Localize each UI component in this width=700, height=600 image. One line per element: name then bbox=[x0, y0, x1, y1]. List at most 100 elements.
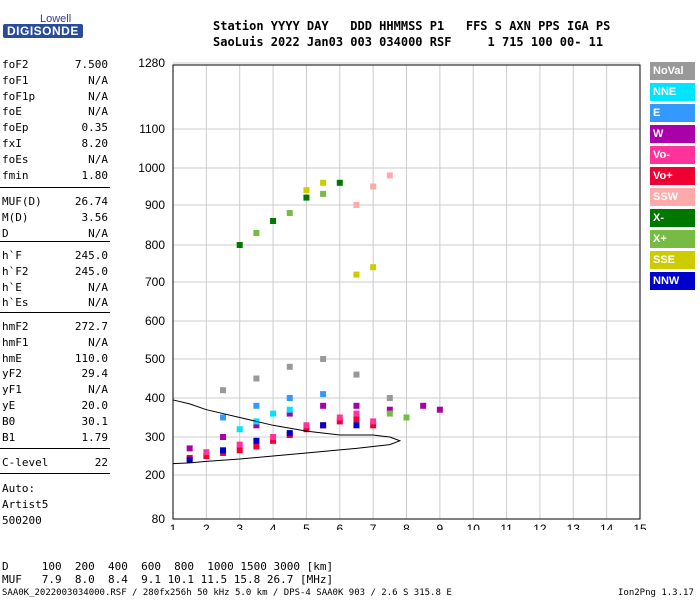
logo-digisonde: DIGISONDE bbox=[3, 24, 83, 38]
param-value: 7.500 bbox=[74, 58, 108, 71]
param-value: N/A bbox=[88, 280, 108, 294]
logo-lowell: Lowell bbox=[40, 13, 72, 25]
data-point bbox=[270, 434, 277, 440]
legend-item-nne: NNE bbox=[650, 83, 695, 101]
data-point bbox=[320, 190, 327, 197]
data-point bbox=[270, 218, 277, 224]
data-point bbox=[286, 430, 293, 437]
x-tick-label: 8 bbox=[403, 522, 410, 530]
param-row-fof1: foF1 N/A bbox=[2, 74, 108, 89]
y-tick-label: 500 bbox=[145, 352, 165, 366]
param-value: 1.80 bbox=[81, 168, 109, 182]
x-tick-label: 9 bbox=[437, 522, 444, 530]
x-tick-label: 6 bbox=[336, 522, 343, 530]
y-tick-label: 800 bbox=[145, 238, 165, 252]
data-point bbox=[386, 410, 393, 417]
param-row-d: D N/A bbox=[2, 227, 108, 242]
header-line-2: SaoLuis 2022 Jan03 003 034000 RSF 1 715 … bbox=[213, 35, 604, 49]
param-value: 272.7 bbox=[74, 320, 108, 333]
data-point bbox=[353, 410, 360, 417]
data-point bbox=[220, 387, 227, 394]
data-point bbox=[436, 406, 443, 413]
data-point bbox=[320, 356, 327, 362]
param-name: h`Es bbox=[2, 296, 29, 310]
param-name: fxI bbox=[2, 137, 22, 150]
param-name: hmF2 bbox=[2, 320, 29, 333]
data-point bbox=[353, 202, 360, 208]
param-row-hes: h`Es N/A bbox=[2, 296, 108, 311]
footer-info: SAA0K_2022003034000.RSF / 280fx256h 50 k… bbox=[2, 588, 452, 598]
param-value: N/A bbox=[88, 296, 108, 310]
param-value: 0.35 bbox=[81, 121, 109, 135]
x-tick-label: 10 bbox=[467, 522, 481, 530]
param-row-b0: B0 30.1 bbox=[2, 415, 108, 430]
param-row-hf2: h`F2 245.0 bbox=[2, 265, 108, 280]
y-tick-label: 1280 bbox=[138, 56, 165, 70]
param-separator bbox=[0, 241, 110, 242]
param-value: 245.0 bbox=[74, 264, 108, 278]
legend-item-noval: NoVal bbox=[650, 62, 695, 80]
ionogram-chart: 1 2 3 4 5 6 7 8 9 10 11 12 13 14 158020030040050060070… bbox=[138, 56, 647, 530]
param-separator bbox=[0, 448, 110, 449]
legend-item-x: X- bbox=[650, 209, 695, 227]
x-tick-label: 13 bbox=[567, 522, 581, 530]
data-point bbox=[320, 422, 327, 429]
data-point bbox=[370, 422, 377, 429]
data-point bbox=[270, 410, 277, 417]
data-point bbox=[203, 453, 210, 459]
param-name: B0 bbox=[2, 414, 16, 428]
x-tick-label: 15 bbox=[633, 522, 647, 530]
autoscale-label: Auto: bbox=[2, 482, 36, 495]
data-point bbox=[253, 402, 260, 409]
param-row-foep: foEp 0.35 bbox=[2, 121, 108, 136]
legend-item-ssw: SSW bbox=[650, 188, 695, 206]
param-separator bbox=[0, 312, 110, 313]
param-value: 110.0 bbox=[74, 351, 108, 365]
y-tick-label: 200 bbox=[145, 468, 165, 482]
x-tick-label: 14 bbox=[600, 522, 614, 530]
param-separator bbox=[0, 473, 110, 474]
x-tick-label: 7 bbox=[370, 522, 377, 530]
data-point bbox=[386, 172, 393, 179]
y-tick-label: 300 bbox=[145, 430, 165, 444]
data-point bbox=[186, 456, 193, 463]
data-point bbox=[353, 422, 360, 429]
data-point bbox=[336, 414, 343, 421]
param-row-fmin: fmin 1.80 bbox=[2, 169, 108, 184]
autoscale-artist: Artist5 bbox=[2, 498, 49, 511]
param-value: 8.20 bbox=[81, 137, 109, 150]
param-name: M(D) bbox=[2, 210, 29, 224]
data-point bbox=[370, 418, 377, 425]
param-row-yf1: yF1 N/A bbox=[2, 383, 108, 398]
param-name: foE bbox=[2, 105, 22, 119]
data-point bbox=[220, 414, 227, 421]
y-tick-label: 900 bbox=[145, 198, 165, 212]
y-tick-label: 700 bbox=[145, 275, 165, 289]
header-line-1: Station YYYY DAY DDD HHMMSS P1 FFS S AXN… bbox=[213, 19, 611, 33]
muf-distance-row: D 100 200 400 600 800 1000 1500 3000 [km… bbox=[2, 560, 334, 573]
data-point bbox=[303, 187, 310, 194]
param-value: 30.1 bbox=[81, 414, 109, 428]
param-name: h`F2 bbox=[2, 264, 29, 278]
param-name: C-level bbox=[2, 456, 49, 469]
data-point bbox=[403, 414, 410, 421]
param-row-fof1p: foF1p N/A bbox=[2, 90, 108, 105]
param-row-foes: foEs N/A bbox=[2, 153, 108, 168]
param-name: foEs bbox=[2, 152, 29, 166]
x-tick-label: 2 bbox=[203, 522, 210, 530]
data-point bbox=[353, 371, 360, 378]
param-value: 26.74 bbox=[74, 195, 108, 208]
data-point bbox=[236, 242, 243, 248]
profile-trace bbox=[172, 399, 402, 465]
data-point bbox=[320, 402, 327, 409]
param-row-hme: hmE 110.0 bbox=[2, 352, 108, 367]
data-point bbox=[353, 402, 360, 409]
data-point bbox=[253, 375, 260, 382]
param-row-hf: h`F 245.0 bbox=[2, 249, 108, 264]
data-point bbox=[303, 426, 310, 433]
data-point bbox=[286, 406, 293, 413]
y-tick-label: 1100 bbox=[139, 122, 165, 136]
data-point bbox=[336, 418, 343, 425]
data-point bbox=[253, 443, 260, 450]
data-point bbox=[220, 434, 227, 440]
